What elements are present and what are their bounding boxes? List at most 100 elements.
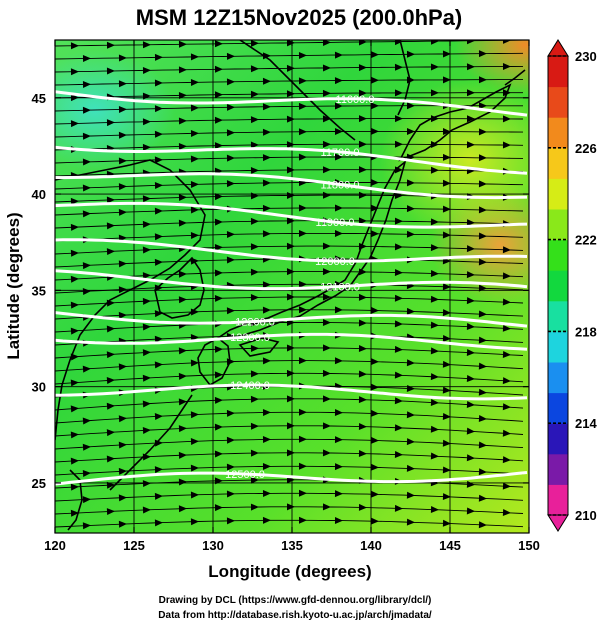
- wind-arrow: [262, 281, 271, 289]
- coast-sakhalin: [397, 40, 411, 116]
- wind-arrow: [370, 76, 379, 84]
- wind-arrow: [298, 435, 307, 443]
- wind-arrow: [430, 269, 439, 277]
- wind-arrow: [442, 439, 451, 447]
- x-tick-label-6: 150: [518, 538, 540, 553]
- wind-arrow: [250, 370, 259, 378]
- wind-arrow: [118, 520, 127, 528]
- wind-arrow: [214, 193, 223, 201]
- wind-arrow: [298, 462, 307, 470]
- wind-arrow: [70, 379, 79, 387]
- wind-arrow: [406, 127, 415, 135]
- wind-arrow: [250, 449, 259, 457]
- wind-arrow: [442, 309, 451, 317]
- wind-arrow: [226, 517, 235, 525]
- wind-arrow: [70, 301, 79, 309]
- wind-arrow: [394, 345, 403, 353]
- colorbar-segment: [548, 117, 568, 149]
- wind-arrow: [250, 217, 259, 225]
- wind-arrow: [286, 503, 295, 511]
- wind-arrow: [262, 154, 271, 162]
- wind-arrow: [178, 372, 187, 380]
- wind-arrow: [118, 286, 127, 294]
- wind-arrow: [358, 166, 367, 174]
- wind-arrow: [214, 423, 223, 431]
- wind-arrow: [322, 268, 331, 276]
- wind-arrow: [478, 468, 487, 476]
- wind-arrow: [334, 128, 343, 136]
- wind-arrow: [178, 347, 187, 355]
- contour-line-2: [55, 172, 528, 200]
- wind-arrow: [334, 102, 343, 110]
- wind-arrow: [466, 375, 475, 383]
- wind-arrow: [178, 66, 187, 74]
- contour-line-7: [55, 332, 528, 351]
- colorbar-segment: [548, 453, 568, 485]
- wind-arrow: [250, 65, 259, 73]
- colorbar-label-4: 214: [575, 416, 597, 431]
- credit-data: Data from http://database.rish.kyoto-u.a…: [158, 610, 432, 621]
- colorbar-label-3: 218: [575, 324, 597, 339]
- wind-arrow: [178, 194, 187, 202]
- wind-arrow: [190, 232, 199, 240]
- wind-arrow: [478, 102, 487, 110]
- wind-arrow: [118, 131, 127, 139]
- wind-arrow: [466, 480, 475, 488]
- wind-arrow: [106, 248, 115, 256]
- wind-arrow: [106, 508, 115, 516]
- wind-arrow: [298, 489, 307, 497]
- wind-arrow: [478, 206, 487, 214]
- wind-arrow: [370, 463, 379, 471]
- wind-arrow: [358, 345, 367, 353]
- wind-arrow: [322, 64, 331, 72]
- wind-arrow: [178, 219, 187, 227]
- wind-arrow: [442, 128, 451, 136]
- wind-arrow: [286, 268, 295, 276]
- wind-arrow: [406, 464, 415, 472]
- wind-arrow: [250, 344, 259, 352]
- wind-arrow: [262, 462, 271, 470]
- wind-arrow: [430, 295, 439, 303]
- wind-arrow: [478, 494, 487, 502]
- wind-arrow: [406, 384, 415, 392]
- wind-arrow: [142, 143, 151, 151]
- wind-arrow: [406, 230, 415, 238]
- wind-arrow: [226, 78, 235, 86]
- wind-arrow: [466, 141, 475, 149]
- wind-arrow: [118, 157, 127, 165]
- contour-line-0: [55, 90, 528, 117]
- coast-kyushu: [197, 337, 231, 387]
- wind-arrow: [334, 153, 343, 161]
- colorbar-segment: [548, 178, 568, 210]
- wind-arrow: [154, 284, 163, 292]
- wind-arrow: [214, 40, 223, 48]
- wind-arrow: [430, 140, 439, 148]
- wind-arrow: [478, 180, 487, 188]
- wind-arrow: [82, 417, 91, 425]
- wind-arrow: [430, 321, 439, 329]
- contour-label-5: 12100.0: [320, 282, 360, 294]
- wind-arrow: [502, 482, 511, 490]
- wind-arrow: [142, 41, 151, 49]
- wind-arrow: [298, 408, 307, 416]
- wind-arrow: [442, 360, 451, 368]
- wind-arrow: [142, 374, 151, 382]
- wind-arrow: [70, 431, 79, 439]
- wind-arrow: [142, 400, 151, 408]
- wind-arrow: [322, 166, 331, 174]
- y-tick-label-1: 30: [32, 380, 46, 395]
- wind-arrow: [478, 441, 487, 449]
- wind-arrow: [226, 256, 235, 264]
- yellow-anomaly: [380, 80, 529, 240]
- wind-arrow: [370, 436, 379, 444]
- wind-arrow: [322, 422, 331, 430]
- wind-arrow: [250, 395, 259, 403]
- wind-arrow: [430, 373, 439, 381]
- wind-arrow: [262, 204, 271, 212]
- colorbar-segment: [548, 392, 568, 424]
- wind-arrow: [154, 492, 163, 500]
- wind-arrow: [286, 64, 295, 72]
- wind-arrow: [214, 269, 223, 277]
- wind-arrow: [299, 357, 307, 365]
- wind-arrow: [442, 153, 451, 161]
